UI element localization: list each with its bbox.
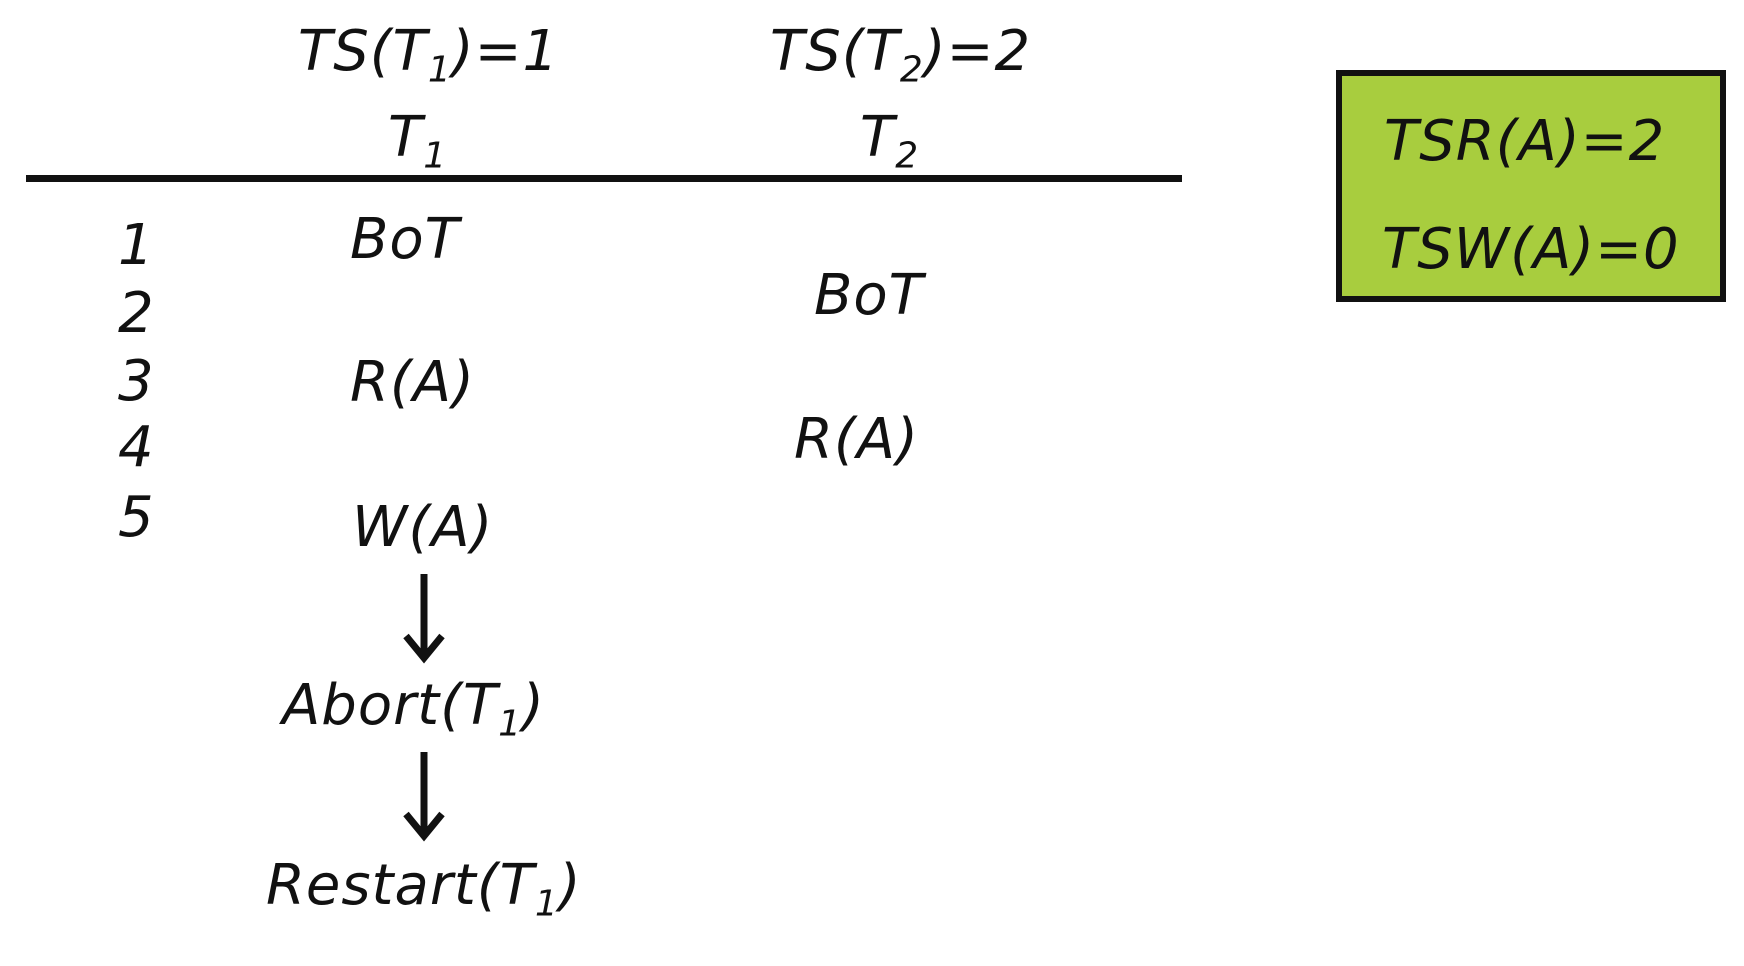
t1-write-op: W(A) bbox=[352, 495, 494, 560]
t1-bot-op: BoT bbox=[350, 207, 460, 272]
step-number-5: 5 bbox=[118, 485, 155, 550]
t1-restart-op: Restart(T1) bbox=[266, 853, 582, 925]
arrow-down-icon bbox=[403, 574, 445, 664]
t1-timestamp-label: TS(T1)=1 bbox=[298, 19, 560, 91]
step-number-1: 1 bbox=[118, 213, 155, 278]
step-number-3: 3 bbox=[118, 349, 155, 414]
t1-column-header: T1 bbox=[388, 105, 448, 177]
t2-column-header: T2 bbox=[860, 105, 920, 177]
t1-abort-op: Abort(T1) bbox=[282, 673, 545, 745]
t1-read-op: R(A) bbox=[350, 350, 475, 415]
step-number-4: 4 bbox=[118, 415, 155, 480]
header-divider-line bbox=[26, 175, 1182, 182]
t2-bot-op: BoT bbox=[814, 263, 924, 328]
step-number-2: 2 bbox=[118, 281, 155, 346]
timestamp-state-box: TSR(A)=2 TSW(A)=0 bbox=[1336, 70, 1726, 302]
t2-read-op: R(A) bbox=[794, 407, 919, 472]
tsr-value: TSR(A)=2 bbox=[1384, 109, 1666, 174]
t2-timestamp-label: TS(T2)=2 bbox=[770, 19, 1032, 91]
arrow-down-icon bbox=[403, 752, 445, 842]
tsw-value: TSW(A)=0 bbox=[1382, 217, 1680, 282]
